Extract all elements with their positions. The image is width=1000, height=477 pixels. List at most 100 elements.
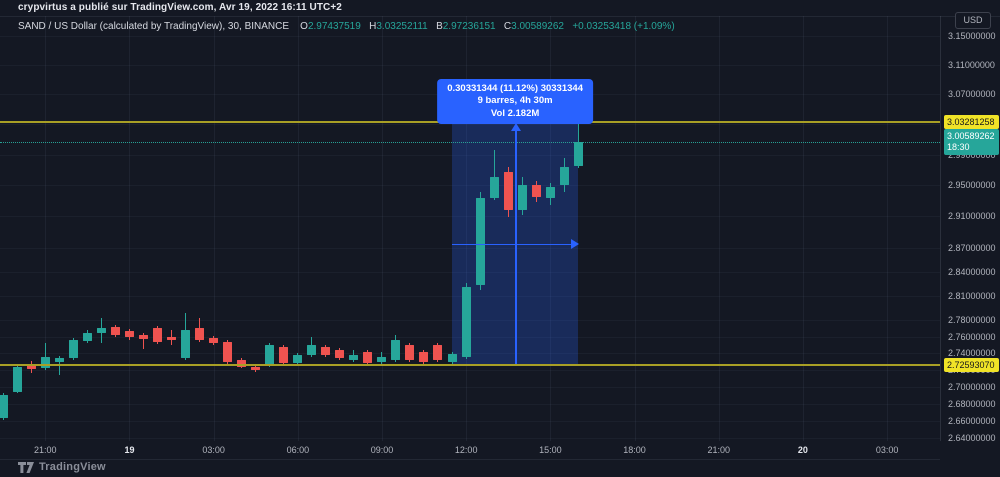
measure-range-line: 0.30331344 (11.12%) 30331344 [447,82,583,94]
candle [475,198,485,285]
alert-price-label-lower[interactable]: 2.72593070 [944,358,999,373]
grid-line-vertical [45,16,47,441]
alert-price-label-upper[interactable]: 3.03281258 [944,115,999,130]
candle [517,184,527,210]
candle [138,335,148,339]
ohlc-high-letter: H [369,21,377,32]
ohlc-close-value: 3.00589262 [511,21,564,32]
grid-line-vertical [802,16,804,441]
candle [26,364,36,369]
time-tick: 06:00 [286,445,310,455]
price-tick: 3.15000000 [948,30,996,41]
grid-line-horizontal [0,403,940,405]
price-tick: 2.68000000 [948,398,996,409]
candle [377,357,387,362]
candle [110,327,120,335]
measure-arrow-right-icon [571,239,580,250]
candle [96,328,106,333]
grid-line-horizontal [0,247,940,249]
footer-bar: TradingView [0,459,1000,477]
tradingview-mark-icon [18,461,34,473]
tradingview-logo[interactable]: TradingView [18,461,106,473]
measure-line-vertical [515,129,517,364]
price-tick: 3.11000000 [948,59,995,70]
price-tick: 2.81000000 [948,290,996,301]
price-tick: 2.70000000 [948,381,996,392]
chart-plot[interactable]: SAND / US Dollar (calculated by TradingV… [0,16,940,441]
candle [433,345,443,360]
candle-wick [142,333,144,349]
candle [237,360,246,367]
candle [180,329,190,358]
alert-line[interactable] [0,364,940,367]
candle [335,349,345,358]
grid-line-horizontal [0,370,940,371]
grid-line-horizontal [0,124,940,126]
measure-tooltip: 0.30331344 (11.12%) 30331344 9 barres, 4… [437,78,593,125]
measure-bars-line: 9 barres, 4h 30m [477,95,553,107]
ohlc-close-letter: C [503,21,512,32]
grid-line-vertical [129,16,131,441]
ohlc-low-letter: B [436,21,443,32]
candle-wick [44,343,46,370]
candle [124,330,134,337]
currency-badge[interactable]: USD [955,12,991,29]
grid-line-horizontal [0,64,940,66]
ohlc-open-value: 2.97437519 [307,21,361,32]
price-tick: 2.74000000 [948,348,996,359]
candle [545,187,555,199]
candle [152,328,162,342]
measure-arrow-up-icon [510,122,521,131]
grid-line-horizontal [0,420,940,422]
price-tick: 2.78000000 [948,315,996,326]
grid-line-horizontal [0,386,940,388]
price-tick: 2.64000000 [948,433,996,443]
time-tick: 03:00 [875,445,899,455]
measure-rect [451,123,579,364]
last-price-value: 3.00589262 [947,131,995,142]
candle [531,184,541,197]
price-tick: 2.66000000 [948,415,996,426]
candle [251,367,260,370]
bar-countdown: 18:30 [947,142,970,153]
attribution-bar: crypvirtus a publié sur TradingView.com,… [0,0,1000,17]
grid-line-vertical [634,16,636,441]
candle [208,338,218,343]
candle [363,351,373,363]
symbol-title: SAND / US Dollar (calculated by TradingV… [18,21,290,32]
candle [166,336,176,340]
time-tick: 09:00 [370,445,394,455]
time-tick: 21:00 [34,445,57,455]
price-tick: 3.07000000 [948,89,996,100]
candle [194,328,204,340]
time-axis[interactable]: 21:00 19 03:00 06:00 09:00 12:00 15:00 18:00 21:… [0,441,940,460]
time-tick: 21:00 [707,445,730,455]
grid-line-horizontal [0,438,940,439]
price-tick: 2.95000000 [948,180,996,191]
last-price-line [0,142,940,144]
price-tick: 2.91000000 [948,211,996,222]
candle [293,355,303,363]
measure-volume-line: Vol 2.182M [490,107,540,119]
candle [12,367,22,392]
time-tick: 15:00 [539,445,562,455]
candle [279,346,289,363]
candle [405,345,415,360]
grid-line-horizontal [0,185,940,187]
time-tick: 19 [124,445,135,455]
price-axis[interactable]: USD 3.03281258 2.72593070 3.00589262 18:… [940,12,1000,443]
grid-line-vertical [550,16,552,441]
candle [489,177,499,198]
grid-line-vertical [382,16,384,441]
grid-line-vertical [887,16,889,441]
candle [307,345,317,355]
grid-line-vertical [718,16,720,441]
candle [391,340,401,360]
ohlc-high-value: 3.03252111 [376,21,428,32]
candle [0,395,8,418]
grid-line-vertical [213,16,215,441]
grid-line-vertical [297,16,299,441]
symbol-info: SAND / US Dollar (calculated by TradingV… [18,21,675,32]
price-tick: 2.87000000 [948,242,996,253]
